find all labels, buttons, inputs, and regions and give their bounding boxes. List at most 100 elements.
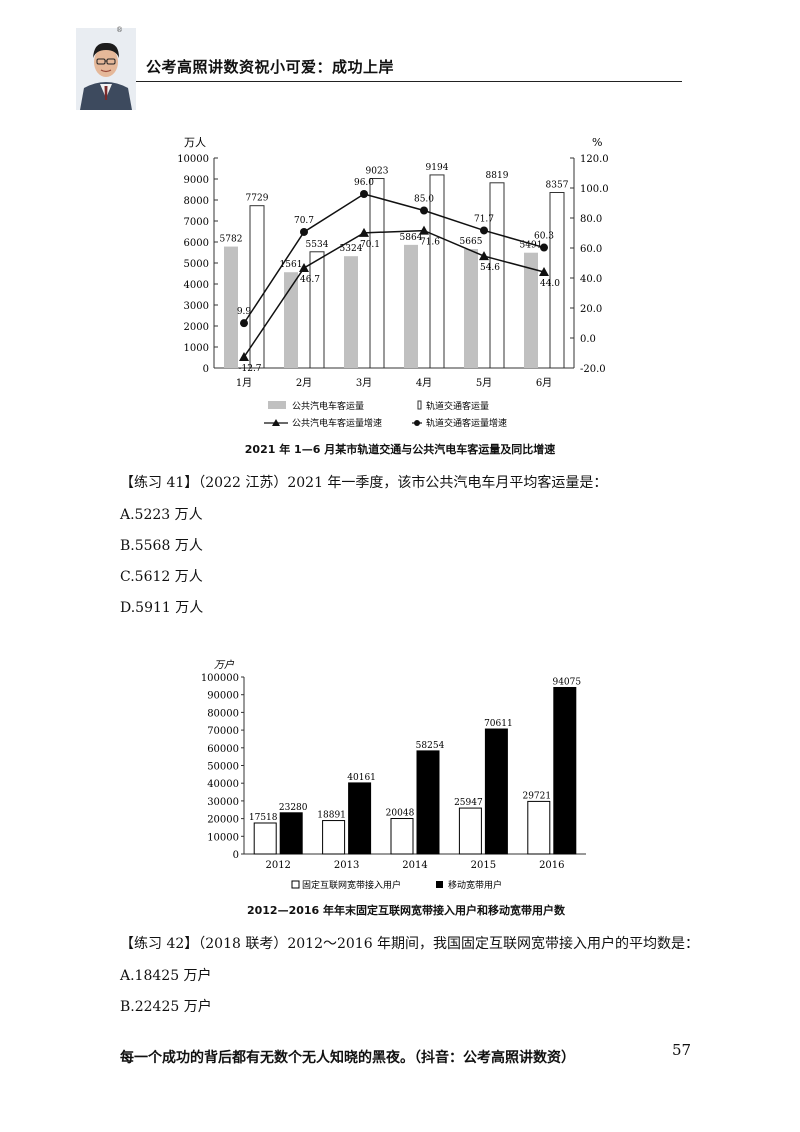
circle-marker — [420, 206, 428, 215]
left-tick-label: 8000 — [184, 196, 209, 207]
bar-rail — [549, 192, 565, 369]
bar-label-bus: 5491 — [520, 241, 543, 251]
left-axis-unit: 万人 — [184, 136, 206, 149]
bar-mobile — [279, 812, 303, 855]
right-tick-label: 60.0 — [580, 244, 602, 255]
question-42-option-b[interactable]: B.22425 万户 — [120, 999, 212, 1015]
footer-motto: 每一个成功的背后都有无数个无人知晓的黑夜。（抖音：公考高照讲数资） — [120, 1050, 575, 1066]
bar-bus — [464, 249, 478, 368]
legend-marker-circle — [414, 420, 420, 426]
legend-label-bus-growth: 公共汽电车客运量增速 — [292, 417, 382, 429]
left-tick-label: 4000 — [184, 280, 209, 291]
line-label-rail: 70.7 — [294, 216, 314, 226]
triangle-marker — [239, 352, 249, 362]
line-label-rail: 71.7 — [474, 214, 494, 224]
series-line-bus-growth — [243, 229, 545, 358]
left-tick-label: 3000 — [184, 301, 209, 312]
line-label-bus: 71.6 — [420, 238, 440, 248]
x-tick-label: 2012 — [265, 860, 290, 871]
legend-marker-triangle — [272, 419, 280, 426]
triangle-marker — [479, 251, 489, 261]
author-avatar — [76, 28, 136, 110]
x-tick-label: 6月 — [536, 377, 552, 389]
bar-fixed — [322, 820, 346, 855]
bar-label-bus: 1561 — [280, 260, 303, 270]
bar-bus — [404, 244, 418, 368]
bar-label-rail: 7729 — [246, 194, 269, 204]
bar-label-bus: 5324 — [340, 244, 363, 254]
question-42-option-a[interactable]: A.18425 万户 — [120, 968, 212, 984]
legend-label-rail: 轨道交通客运量 — [426, 400, 489, 412]
bar-label-fixed: 25947 — [454, 798, 483, 808]
y-tick-label: 0 — [233, 850, 239, 861]
x-tick-label: 2015 — [471, 860, 496, 871]
question-41-option-c[interactable]: C.5612 万人 — [120, 569, 203, 585]
bar-mobile — [416, 750, 440, 855]
bar-label-fixed: 29721 — [522, 791, 551, 801]
left-tick-label: 5000 — [184, 259, 209, 270]
question-41-option-d[interactable]: D.5911 万人 — [120, 600, 204, 616]
bar-rail — [489, 182, 505, 369]
bar-label-rail: 8819 — [486, 171, 509, 181]
bar-rail — [309, 251, 325, 369]
left-tick-label: 1000 — [184, 343, 209, 354]
right-tick-label: 120.0 — [580, 154, 609, 165]
bar-label-bus: 5864 — [400, 233, 423, 243]
series-line-rail-growth — [243, 193, 545, 324]
right-tick-label: 80.0 — [580, 214, 602, 225]
left-tick-label: 6000 — [184, 238, 209, 249]
header-title: 公考高照讲数资祝小可爱：成功上岸 — [146, 58, 395, 76]
y-tick-label: 30000 — [207, 797, 239, 808]
line-label-bus: -12.7 — [238, 364, 261, 374]
x-tick-label: 5月 — [476, 377, 492, 389]
circle-marker — [240, 319, 248, 328]
legend-label-rail-growth: 轨道交通客运量增速 — [426, 417, 507, 429]
bar-label-rail: 9194 — [426, 163, 449, 173]
bar-mobile — [484, 728, 508, 855]
bar-bus — [224, 246, 238, 368]
line-label-rail: 96.0 — [354, 178, 374, 188]
line-label-bus: 46.7 — [300, 275, 320, 285]
chart2-caption: 2012—2016 年年末固定互联网宽带接入用户和移动宽带用户数 — [246, 904, 566, 917]
line-label-rail: 9.9 — [237, 307, 252, 317]
bar-label-rail: 8357 — [546, 181, 569, 191]
bar-fixed — [390, 818, 414, 855]
line-label-bus: 70.1 — [360, 240, 380, 250]
legend-swatch-bus — [268, 401, 286, 409]
y-tick-label: 40000 — [207, 779, 239, 790]
page-header: ® 公考高照讲数资祝小可爱：成功上岸 — [0, 0, 800, 112]
x-tick-label: 4月 — [416, 377, 432, 389]
bar-label-mobile: 94075 — [552, 677, 581, 687]
right-tick-label: 40.0 — [580, 274, 602, 285]
chart-broadband-users: 万户 0 10000 20000 30000 40000 50000 60000 70000 80… — [196, 655, 616, 900]
line-label-bus: 44.0 — [540, 279, 560, 289]
line-label-rail: 85.0 — [414, 195, 434, 205]
y-tick-label: 50000 — [207, 762, 239, 773]
legend-swatch-rail — [417, 400, 422, 410]
question-41-option-b[interactable]: B.5568 万人 — [120, 538, 203, 554]
left-tick-label: 0 — [203, 364, 209, 375]
x-tick-label: 2月 — [296, 377, 312, 389]
right-tick-label: 0.0 — [580, 334, 596, 345]
question-41-option-a[interactable]: A.5223 万人 — [120, 507, 203, 523]
left-tick-label: 7000 — [184, 217, 209, 228]
bar-label-bus: 5782 — [220, 235, 243, 245]
bar-label-fixed: 18891 — [317, 811, 346, 821]
x-tick-label: 2014 — [402, 860, 427, 871]
bar-label-mobile: 23280 — [279, 803, 308, 813]
circle-marker — [480, 226, 488, 235]
triangle-marker — [539, 267, 549, 276]
circle-marker — [540, 243, 548, 252]
x-tick-label: 2016 — [539, 860, 564, 871]
bar-label-fixed: 20048 — [386, 809, 415, 819]
triangle-marker — [299, 262, 309, 272]
bar-bus — [344, 256, 358, 368]
bar-fixed — [527, 800, 551, 855]
x-tick-label: 1月 — [236, 377, 252, 389]
y-tick-label: 80000 — [207, 708, 239, 719]
right-tick-label: -20.0 — [580, 364, 606, 375]
question-42-stem: 【练习 42】（2018 联考）2012～2016 年期间，我国固定互联网宽带接… — [120, 936, 700, 952]
bar-bus — [284, 272, 298, 368]
bar-rail — [249, 205, 265, 369]
legend-swatch-fixed — [291, 880, 300, 889]
